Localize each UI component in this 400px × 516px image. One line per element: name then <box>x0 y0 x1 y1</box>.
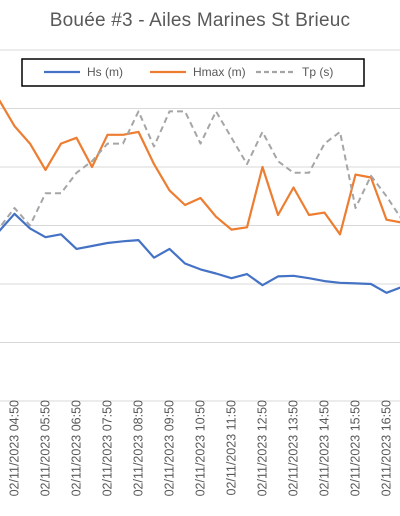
x-tick-label: 02/11/2023 09:50 <box>163 400 177 496</box>
gridlines <box>0 49 400 402</box>
x-tick-label: 02/11/2023 07:50 <box>101 400 115 496</box>
chart-title: Bouée #3 - Ailes Marines St Brieuc <box>49 10 351 31</box>
legend-label-1: Hmax (m) <box>193 65 246 79</box>
legend-label-2: Tp (s) <box>302 65 333 79</box>
series-line-2 <box>0 110 400 229</box>
x-tick-label: 02/11/2023 04:50 <box>8 400 22 496</box>
x-tick-label: 02/11/2023 11:50 <box>225 400 239 496</box>
legend-label-0: Hs (m) <box>87 65 123 79</box>
x-tick-label: 02/11/2023 05:50 <box>39 400 53 496</box>
x-tick-label: 02/11/2023 10:50 <box>194 400 208 496</box>
series-lines <box>0 99 400 294</box>
x-tick-labels: 02/11/2023 04:50 02/11/2023 05:50 02/11/20… <box>8 400 394 496</box>
series-line-1 <box>0 99 400 236</box>
series-line-0 <box>0 212 400 294</box>
x-tick-label: 02/11/2023 06:50 <box>70 400 84 496</box>
x-tick-label: 02/11/2023 16:50 <box>380 400 394 496</box>
x-tick-label: 02/11/2023 15:50 <box>349 400 363 496</box>
x-tick-label: 02/11/2023 12:50 <box>256 400 270 496</box>
x-tick-label: 02/11/2023 08:50 <box>132 400 146 496</box>
legend: Hs (m) Hmax (m) Tp (s) <box>21 58 365 87</box>
x-tick-label: 02/11/2023 14:50 <box>318 400 332 496</box>
x-tick-label: 02/11/2023 13:50 <box>287 400 301 496</box>
